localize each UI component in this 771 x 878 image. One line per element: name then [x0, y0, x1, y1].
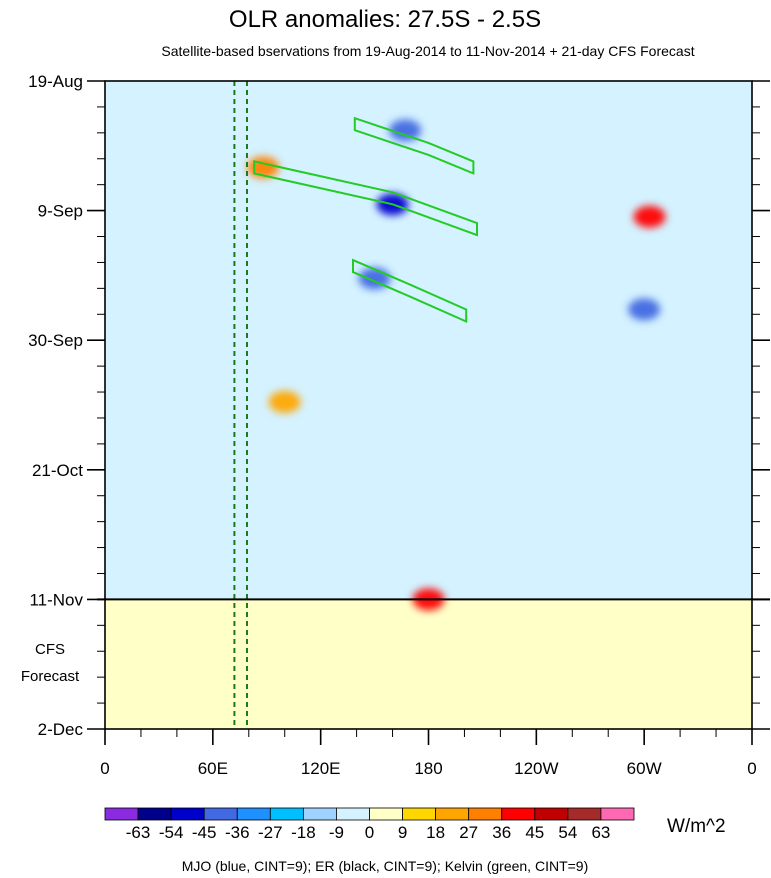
- chart-title: OLR anomalies: 27.5S - 2.5S: [229, 6, 541, 33]
- colorbar-swatch: [534, 807, 569, 821]
- colorbar: -63 -54 -45 -36 -27 -18 -9 0 9 18 27 36 45 54 63: [104, 807, 635, 842]
- colorbar-swatch: [567, 807, 602, 821]
- anomaly-blob: [268, 390, 301, 413]
- chart-subtitle: Satellite-based bservations from 19-Aug-…: [161, 43, 694, 59]
- colorbar-swatch: [104, 807, 139, 821]
- colorbar-label: 27: [459, 823, 478, 842]
- anomaly-blob: [389, 119, 422, 142]
- colorbar-label: -36: [225, 823, 250, 842]
- observation-background: [105, 81, 752, 600]
- x-axis: 0 60E 120E 180 120W 60W 0: [100, 729, 757, 778]
- x-tick-label: 120W: [514, 759, 558, 778]
- colorbar-label: 18: [426, 823, 445, 842]
- kelvin-wave-contour: [353, 116, 475, 175]
- y-tick-label: 19-Aug: [28, 72, 83, 91]
- colorbar-label: 36: [492, 823, 511, 842]
- x-tick-label: 180: [414, 759, 442, 778]
- forecast-label-line2: Forecast: [21, 668, 80, 685]
- colorbar-swatch: [236, 807, 271, 821]
- colorbar-swatch: [402, 807, 437, 821]
- forecast-label-line1: CFS: [35, 641, 65, 658]
- colorbar-label: 45: [525, 823, 544, 842]
- colorbar-label: -63: [126, 823, 151, 842]
- colorbar-label: -9: [329, 823, 344, 842]
- colorbar-label: 0: [365, 823, 374, 842]
- y-tick-label: 30-Sep: [28, 331, 83, 350]
- forecast-region: [105, 599, 752, 729]
- y-tick-label: 11-Nov: [29, 590, 83, 609]
- colorbar-swatch: [468, 807, 503, 821]
- colorbar-swatch: [137, 807, 172, 821]
- colorbar-label: -54: [159, 823, 184, 842]
- reference-lines: [233, 81, 248, 729]
- kelvin-contour-layer: [253, 116, 478, 324]
- y-tick-label: 9-Sep: [38, 202, 83, 221]
- colorbar-swatch: [336, 807, 370, 821]
- y-axis: 19-Aug 9-Sep 30-Sep 21-Oct 11-Nov 2-Dec: [28, 72, 770, 739]
- colorbar-swatch: [501, 807, 536, 821]
- colorbar-swatch: [170, 807, 205, 821]
- y-tick-label: 2-Dec: [38, 720, 84, 739]
- y-tick-label: 21-Oct: [32, 461, 83, 480]
- anomaly-blob: [628, 298, 661, 321]
- x-tick-label: 0: [747, 759, 756, 778]
- chart-footer: MJO (blue, CINT=9); ER (black, CINT=9); …: [182, 858, 589, 874]
- colorbar-swatch: [302, 807, 337, 821]
- colorbar-label: 9: [398, 823, 407, 842]
- colorbar-swatch: [600, 807, 635, 821]
- colorbar-label: -27: [258, 823, 283, 842]
- x-tick-label: 60W: [627, 759, 662, 778]
- kelvin-wave-contour: [352, 258, 468, 324]
- anomaly-blob: [633, 205, 666, 228]
- x-tick-label: 60E: [198, 759, 228, 778]
- colorbar-label: -18: [291, 823, 316, 842]
- colorbar-swatch: [369, 807, 403, 821]
- colorbar-unit: W/m^2: [667, 816, 726, 837]
- colorbar-swatch: [203, 807, 238, 821]
- colorbar-swatch: [435, 807, 470, 821]
- x-tick-label: 120E: [301, 759, 341, 778]
- colorbar-swatch: [269, 807, 304, 821]
- colorbar-label: 54: [558, 823, 577, 842]
- kelvin-wave-contour: [253, 160, 478, 237]
- anomaly-layer: [247, 119, 666, 611]
- x-tick-label: 0: [100, 759, 109, 778]
- colorbar-label: 63: [591, 823, 610, 842]
- colorbar-label: -45: [192, 823, 217, 842]
- plot-area: [105, 81, 752, 729]
